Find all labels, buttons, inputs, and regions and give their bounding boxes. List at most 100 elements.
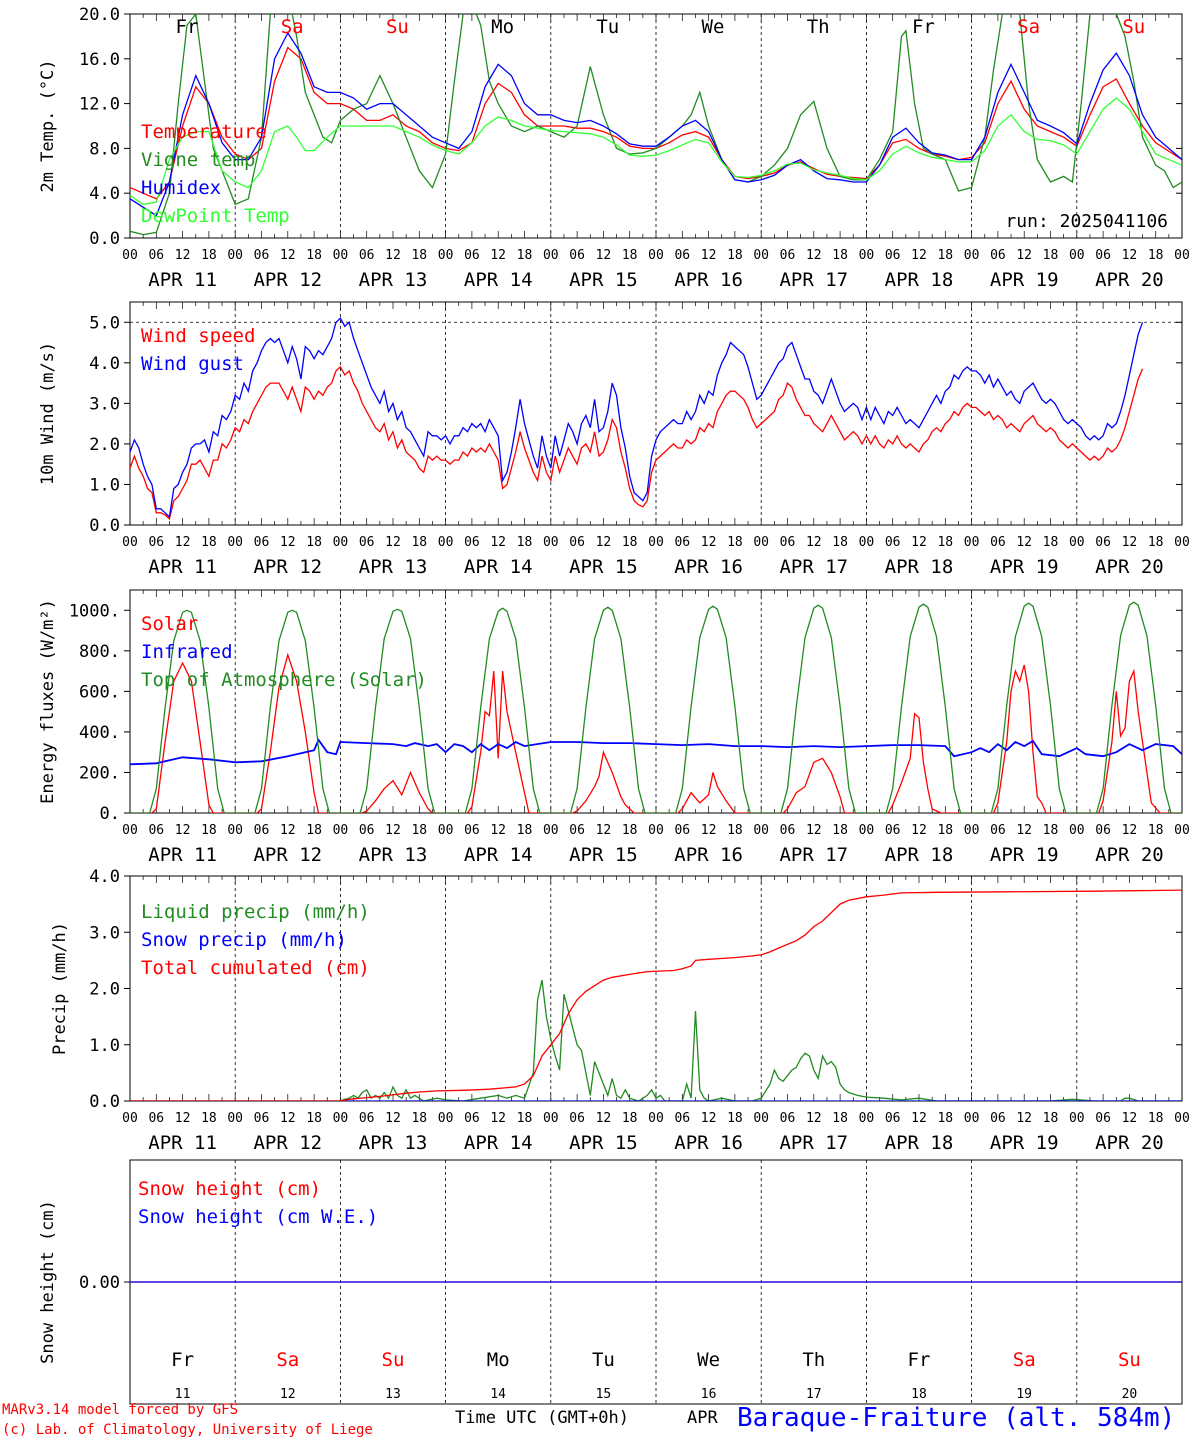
weekday-label: Su <box>382 1349 405 1371</box>
x-tick-label: 00 <box>227 1111 243 1126</box>
x-tick-label: 06 <box>464 248 480 263</box>
y-tick-label: 20.0 <box>79 5 120 25</box>
date-label: APR 15 <box>569 269 638 291</box>
x-tick-label: 06 <box>254 823 270 838</box>
x-tick-label: 00 <box>438 823 454 838</box>
x-tick-label: 06 <box>1095 535 1111 550</box>
x-tick-label: 12 <box>280 248 296 263</box>
x-tick-label: 06 <box>1095 823 1111 838</box>
x-tick-label: 12 <box>806 823 822 838</box>
date-label: APR 11 <box>148 269 217 291</box>
x-tick-label: 18 <box>832 823 848 838</box>
x-tick-label: 00 <box>122 535 138 550</box>
x-tick-label: 00 <box>964 535 980 550</box>
date-label: APR 16 <box>674 269 743 291</box>
date-label: APR 16 <box>674 844 743 866</box>
x-tick-label: 06 <box>674 535 690 550</box>
model-credit-line2: (c) Lab. of Climatology, University of L… <box>2 1422 373 1438</box>
x-tick-label: 12 <box>1016 823 1032 838</box>
x-tick-label: 18 <box>411 535 427 550</box>
date-label: APR 20 <box>1095 844 1164 866</box>
x-tick-label: 00 <box>227 823 243 838</box>
date-label: APR 12 <box>253 269 322 291</box>
x-tick-label: 18 <box>201 823 217 838</box>
x-tick-label: 18 <box>832 535 848 550</box>
station-title: Baraque-Fraiture (alt. 584m) <box>737 1403 1175 1433</box>
legend-entry: Temperature <box>141 121 267 143</box>
x-tick-label: 18 <box>306 248 322 263</box>
y-axis-label: 2m Temp. (°C) <box>38 59 58 192</box>
date-label: APR 18 <box>885 1132 954 1154</box>
date-label: APR 14 <box>464 844 533 866</box>
y-tick-label: 0.0 <box>89 229 120 249</box>
day-number: 20 <box>1122 1387 1138 1402</box>
date-label: APR 18 <box>885 844 954 866</box>
x-tick-label: 00 <box>543 1111 559 1126</box>
x-tick-label: 18 <box>1148 248 1164 263</box>
day-number: 12 <box>280 1387 296 1402</box>
energy-panel: 0. 200. 400. 600. 800. 1000. Energy fluxes (W/… <box>38 589 1190 866</box>
time-axis-label: Time UTC (GMT+0h) <box>455 1408 629 1428</box>
x-tick-label: 06 <box>780 1111 796 1126</box>
x-tick-label: 12 <box>1016 1111 1032 1126</box>
date-label: APR 11 <box>148 556 217 578</box>
weekday-label: Sa <box>1013 1349 1036 1371</box>
y-tick-label: 16.0 <box>79 50 120 70</box>
date-label: APR 13 <box>359 269 428 291</box>
y-tick-label: 12.0 <box>79 95 120 115</box>
series-line-dewpoint-temp <box>130 97 1182 206</box>
x-tick-label: 00 <box>648 248 664 263</box>
legend-entry: Solar <box>141 613 198 635</box>
x-tick-label: 12 <box>490 823 506 838</box>
y-tick-label: 4.0 <box>89 184 120 204</box>
x-tick-label: 12 <box>911 535 927 550</box>
series-line-wind-gust <box>130 317 1144 519</box>
day-number: 11 <box>175 1387 191 1402</box>
x-tick-label: 00 <box>438 535 454 550</box>
x-tick-label: 00 <box>859 248 875 263</box>
x-tick-label: 00 <box>438 1111 454 1126</box>
x-tick-label: 06 <box>885 535 901 550</box>
precip-panel: 0.0 1.0 2.0 3.0 4.0 Precip (mm/h) 00 06 12 18 APR … <box>50 867 1190 1154</box>
y-tick-label: 2.0 <box>89 980 120 1000</box>
legend-entry: Wind gust <box>141 353 244 375</box>
x-tick-label: 00 <box>333 535 349 550</box>
legend-entry: DewPoint Temp <box>141 205 290 227</box>
series-line-total-cumulated-cm <box>130 889 1182 1101</box>
x-tick-label: 12 <box>385 535 401 550</box>
month-label: APR <box>687 1408 718 1428</box>
x-tick-label: 00 <box>1069 1111 1085 1126</box>
legend-entry: Humidex <box>141 177 221 199</box>
date-label: APR 15 <box>569 844 638 866</box>
x-tick-label: 18 <box>832 1111 848 1126</box>
weekday-label: Fr <box>176 16 199 38</box>
x-tick-label: 18 <box>517 535 533 550</box>
date-label: APR 20 <box>1095 556 1164 578</box>
x-tick-label: 12 <box>385 248 401 263</box>
x-tick-label: 18 <box>622 823 638 838</box>
legend-entry: Liquid precip (mm/h) <box>141 901 370 923</box>
x-tick-label: 18 <box>937 535 953 550</box>
x-tick-label: 00 <box>859 1111 875 1126</box>
x-tick-label: 12 <box>1016 535 1032 550</box>
x-tick-label: 00 <box>227 248 243 263</box>
x-tick-label: 00 <box>438 248 454 263</box>
x-tick-label: 06 <box>359 248 375 263</box>
x-tick-label: 12 <box>490 535 506 550</box>
legend-entry: Total cumulated (cm) <box>141 957 370 979</box>
x-tick-label: 18 <box>411 823 427 838</box>
x-tick-label: 12 <box>175 248 191 263</box>
x-tick-label: 12 <box>1122 1111 1138 1126</box>
y-axis-label: Energy fluxes (W/m²) <box>38 599 58 804</box>
temperature-panel: 0.0 4.0 8.0 12.0 16.0 20.0 2m Temp. (°C) 00 06 12… <box>38 5 1190 291</box>
x-tick-label: 00 <box>1069 535 1085 550</box>
date-label: APR 14 <box>464 269 533 291</box>
x-tick-label: 18 <box>727 248 743 263</box>
weekday-label: Tu <box>596 16 619 38</box>
x-tick-label: 18 <box>517 248 533 263</box>
day-number: 18 <box>911 1387 927 1402</box>
y-tick-label: 1.0 <box>89 1036 120 1056</box>
x-tick-label: 06 <box>148 1111 164 1126</box>
x-tick-label: 00 <box>859 535 875 550</box>
x-tick-label: 12 <box>1122 248 1138 263</box>
